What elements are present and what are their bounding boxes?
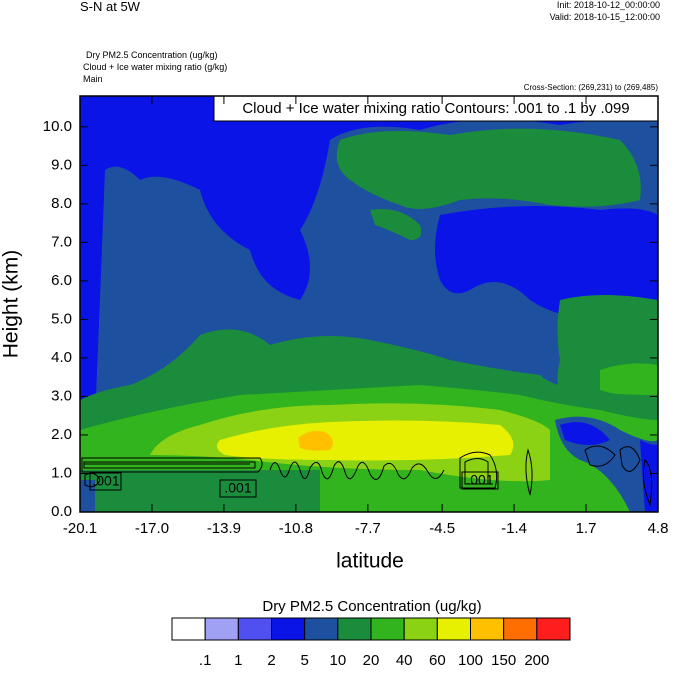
colorbar-box — [470, 617, 505, 641]
y-tick-label: 2.0 — [51, 426, 72, 443]
colorbar-label: 1 — [234, 652, 242, 668]
y-tick-label: 6.0 — [51, 272, 72, 289]
y-tick-label: 0.0 — [51, 503, 72, 520]
cloud-contours — [81, 445, 653, 507]
colorbar-box — [370, 617, 405, 641]
valid-time: Valid: 2018-10-15_12:00:00 — [550, 12, 660, 22]
colorbar-box — [503, 617, 538, 641]
field-name: Dry PM2.5 Concentration (ug/kg) — [86, 50, 218, 60]
y-tick-label: 1.0 — [51, 464, 72, 481]
x-tick-label: -4.5 — [429, 520, 455, 537]
colorbar-label: 60 — [429, 652, 446, 668]
y-tick-label: 8.0 — [51, 195, 72, 212]
colorbar-box — [204, 617, 239, 641]
y-tick-label: 3.0 — [51, 387, 72, 404]
x-tick-label: -13.9 — [207, 520, 241, 537]
field-name: Cloud + Ice water mixing ratio (g/kg) — [83, 62, 227, 72]
x-tick-label: -1.4 — [501, 520, 527, 537]
y-tick-label: 4.0 — [51, 349, 72, 366]
colorbar-box — [304, 617, 339, 641]
colorbar-label: 2 — [267, 652, 275, 668]
contour-label-boxes — [89, 471, 499, 498]
y-axis-label: Height (km) — [0, 250, 23, 359]
contour-label: .001 — [92, 473, 119, 489]
colorbar-label: 40 — [396, 652, 413, 668]
colorbar-box — [271, 617, 306, 641]
colorbar-box — [436, 617, 472, 641]
colorbar-box — [536, 617, 571, 641]
contour-label: .001 — [466, 472, 493, 488]
chart-title: S-N at 5W — [80, 0, 141, 14]
colorbar-box — [171, 617, 206, 641]
x-tick-label: 1.7 — [576, 520, 597, 537]
y-tick-label: 7.0 — [51, 233, 72, 250]
y-tick-label: 5.0 — [51, 310, 72, 327]
x-tick-label: -17.0 — [135, 520, 169, 537]
colorbar-title: Dry PM2.5 Concentration (ug/kg) — [262, 598, 481, 615]
y-tick-label: 10.0 — [43, 118, 72, 135]
colorbar-box — [403, 617, 438, 641]
init-time: Init: 2018-10-12_00:00:00 — [557, 0, 660, 10]
field-name: Main — [83, 74, 103, 84]
colorbar-box — [337, 617, 372, 641]
plot-frame — [79, 95, 659, 513]
x-tick-label: -20.1 — [63, 520, 97, 537]
contour-field — [80, 96, 658, 512]
colorbar-label: 100 — [458, 652, 483, 668]
contour-label: .001 — [224, 480, 251, 496]
colorbar-label: .1 — [199, 652, 212, 668]
cross-section: Cross-Section: (269,231) to (269,485) — [524, 83, 659, 92]
colorbar-label: 10 — [329, 652, 346, 668]
colorbar-box — [237, 617, 272, 641]
colorbar-label: 5 — [300, 652, 308, 668]
colorbar-label: 200 — [524, 652, 549, 668]
colorbar-label: 20 — [363, 652, 380, 668]
x-tick-label: -7.7 — [355, 520, 381, 537]
x-tick-label: -10.8 — [279, 520, 313, 537]
colorbar-label: 150 — [491, 652, 516, 668]
y-tick-label: 9.0 — [51, 156, 72, 173]
contour-info: Cloud + Ice water mixing ratio Contours:… — [242, 100, 629, 117]
x-tick-label: 4.8 — [648, 520, 669, 537]
x-axis-label: latitude — [336, 550, 404, 573]
